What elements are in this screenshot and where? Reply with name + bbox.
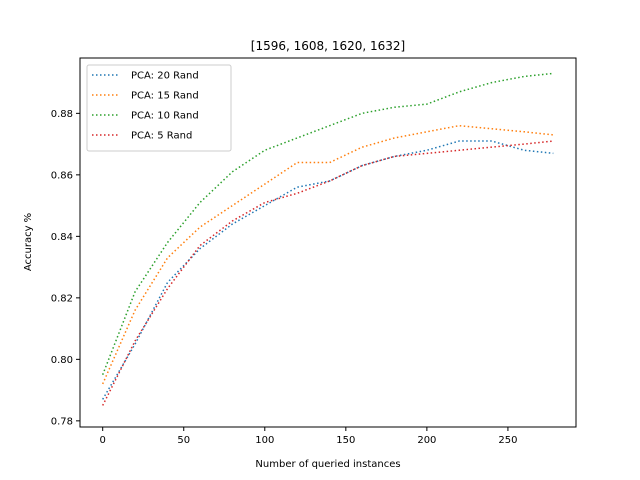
- series-line-2: [102, 124, 554, 385]
- y-tick-label: 0.86: [51, 170, 73, 181]
- y-tick-label: 0.80: [51, 355, 73, 366]
- x-tick-label: 50: [177, 435, 190, 446]
- x-tick-label: 150: [336, 435, 355, 446]
- legend-label-4: PCA: 5 Rand: [131, 131, 192, 142]
- plot-lines: [101, 72, 554, 406]
- y-tick-label: 0.82: [51, 293, 73, 304]
- y-axis-title: Accuracy %: [23, 213, 34, 271]
- legend: PCA: 20 Rand PCA: 15 Rand PCA: 10 Rand PCA:…: [86, 64, 232, 152]
- x-axis-title: Number of queried instances: [255, 459, 400, 470]
- legend-label-1: PCA: 20 Rand: [131, 71, 199, 82]
- x-tick-label: 200: [417, 435, 436, 446]
- plot-frame: [79, 57, 577, 428]
- legend-label-3: PCA: 10 Rand: [131, 111, 199, 122]
- series-line-1: [102, 140, 554, 400]
- series-line-3: [101, 72, 554, 375]
- legend-label-2: PCA: 15 Rand: [131, 91, 199, 102]
- x-tick-label: 250: [498, 435, 517, 446]
- chart-title: [1596, 1608, 1620, 1632]: [251, 39, 405, 53]
- x-tick-label: 0: [100, 435, 106, 446]
- y-tick-label: 0.88: [51, 109, 73, 120]
- y-axis: 0.78 0.80 0.82 0.84 0.86 0.88: [51, 109, 80, 427]
- y-tick-label: 0.84: [51, 232, 73, 243]
- x-tick-label: 100: [255, 435, 274, 446]
- y-tick-label: 0.78: [51, 416, 73, 427]
- x-axis: 0 50 100 150 200 250: [100, 427, 517, 446]
- legend-box: [86, 64, 232, 152]
